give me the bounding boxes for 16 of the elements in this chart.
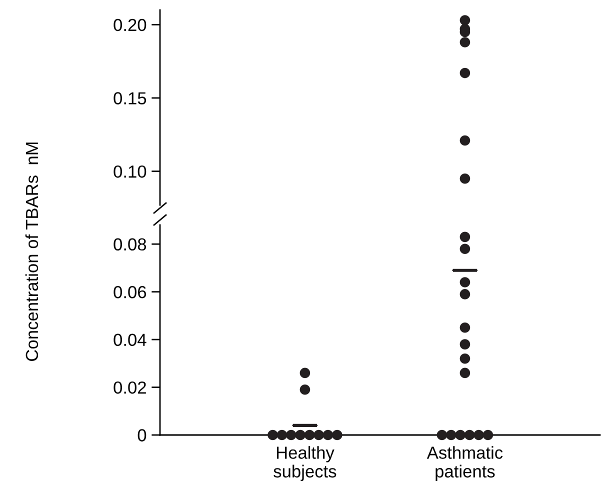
- point: [460, 37, 470, 48]
- y-tick-label: 0.15: [114, 92, 146, 104]
- point: [460, 135, 470, 146]
- point: [460, 68, 470, 78]
- x-tick-label: Healthy subjects: [274, 446, 336, 481]
- y-tick-label: 0: [138, 429, 146, 442]
- y-tick-label: 0.10: [114, 165, 146, 178]
- x-tick-label: Asthmatic patients: [426, 446, 503, 481]
- y-axis-title: Concentration of TBARs nM: [25, 142, 38, 361]
- y-tick-label: 0.04: [114, 334, 146, 346]
- y-tick-label: 0.20: [114, 18, 146, 32]
- point: [460, 173, 470, 184]
- y-tick-label: 0.06: [114, 286, 146, 298]
- y-tick-label: 0.02: [114, 381, 146, 394]
- y-tick-label: 0.08: [114, 238, 146, 251]
- point: [460, 15, 470, 26]
